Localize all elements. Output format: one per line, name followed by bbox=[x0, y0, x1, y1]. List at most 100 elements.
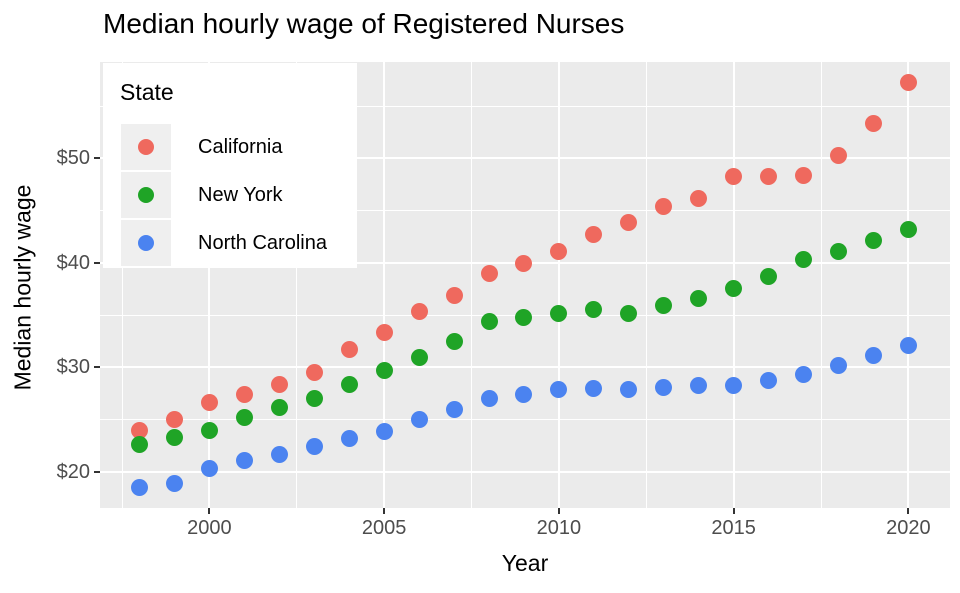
data-point bbox=[480, 390, 498, 408]
y-axis-tick bbox=[94, 261, 100, 264]
data-point bbox=[795, 166, 813, 184]
data-point bbox=[375, 422, 393, 440]
x-axis-tick bbox=[383, 508, 386, 514]
major-gridline-x bbox=[907, 62, 910, 508]
x-axis-tick-label: 2000 bbox=[187, 517, 232, 539]
x-axis-tick bbox=[907, 508, 910, 514]
data-point bbox=[690, 289, 708, 307]
legend-item-label: North Carolina bbox=[198, 231, 327, 254]
legend-item: North Carolina bbox=[121, 219, 327, 267]
y-axis-tick-label: $20 bbox=[56, 460, 90, 483]
data-point bbox=[445, 332, 463, 350]
data-point bbox=[200, 394, 218, 412]
data-point bbox=[864, 232, 882, 250]
data-point bbox=[585, 226, 603, 244]
data-point bbox=[410, 411, 428, 429]
legend-item-label: California bbox=[198, 135, 283, 158]
data-point bbox=[235, 409, 253, 426]
data-point bbox=[340, 429, 358, 447]
x-axis-tick bbox=[732, 508, 735, 514]
x-axis-tick-label: 2015 bbox=[711, 517, 756, 539]
data-point bbox=[340, 341, 358, 359]
legend-key bbox=[121, 124, 171, 170]
data-point bbox=[899, 336, 917, 354]
data-point bbox=[305, 390, 323, 408]
minor-gridline-x bbox=[820, 62, 822, 508]
data-point bbox=[655, 378, 673, 396]
data-point bbox=[270, 398, 288, 416]
data-point bbox=[270, 445, 288, 463]
data-point bbox=[235, 386, 253, 403]
minor-gridline-y bbox=[100, 210, 950, 212]
data-point bbox=[760, 267, 778, 285]
legend-key bbox=[121, 220, 171, 266]
data-point bbox=[130, 436, 148, 454]
data-point bbox=[480, 312, 498, 330]
data-point bbox=[585, 379, 603, 397]
data-point bbox=[515, 308, 533, 326]
y-axis-tick bbox=[94, 366, 100, 369]
data-point bbox=[130, 479, 148, 497]
data-point bbox=[515, 386, 533, 403]
data-point bbox=[165, 411, 183, 429]
data-point bbox=[864, 347, 882, 365]
data-point bbox=[620, 213, 638, 231]
data-point bbox=[725, 376, 743, 394]
data-point bbox=[585, 301, 603, 319]
data-point bbox=[200, 421, 218, 439]
data-point bbox=[690, 376, 708, 394]
data-point bbox=[899, 73, 917, 91]
data-point bbox=[375, 361, 393, 379]
data-point bbox=[690, 189, 708, 207]
data-point bbox=[655, 197, 673, 215]
minor-gridline-x bbox=[121, 62, 123, 508]
minor-gridline-x bbox=[471, 62, 473, 508]
data-point bbox=[445, 286, 463, 304]
data-point bbox=[305, 364, 323, 382]
data-point bbox=[760, 167, 778, 185]
data-point bbox=[830, 356, 847, 374]
data-point bbox=[410, 303, 428, 321]
x-axis-tick-label: 2005 bbox=[361, 517, 407, 539]
x-axis-title: Year bbox=[501, 550, 549, 576]
data-point bbox=[550, 380, 568, 398]
chart-title: Median hourly wage of Registered Nurses bbox=[103, 8, 625, 39]
data-point bbox=[830, 242, 847, 260]
major-gridline-y bbox=[100, 366, 950, 369]
y-axis-tick-label: $40 bbox=[56, 251, 90, 274]
data-point bbox=[550, 242, 568, 260]
data-point bbox=[235, 451, 253, 469]
data-point bbox=[899, 220, 917, 238]
x-axis-tick-label: 2010 bbox=[536, 517, 582, 539]
data-point bbox=[445, 400, 463, 418]
data-point bbox=[340, 375, 358, 393]
data-point bbox=[620, 380, 638, 398]
y-axis-tick-label: $30 bbox=[56, 356, 90, 379]
legend-item: California bbox=[121, 123, 327, 171]
data-point bbox=[725, 280, 743, 298]
legend-dot-icon bbox=[138, 139, 154, 155]
major-gridline-x bbox=[557, 62, 560, 508]
legend: State California New York North Carolina bbox=[103, 63, 357, 268]
data-point bbox=[130, 421, 148, 439]
legend-rows: California New York North Carolina bbox=[121, 123, 327, 267]
data-point bbox=[515, 255, 533, 273]
data-point bbox=[795, 366, 813, 384]
data-point bbox=[830, 146, 847, 164]
data-point bbox=[725, 167, 743, 185]
major-gridline-x bbox=[383, 62, 386, 508]
x-axis-tick bbox=[557, 508, 560, 514]
minor-gridline-y bbox=[100, 105, 950, 107]
legend-dot-icon bbox=[138, 235, 154, 251]
data-point bbox=[305, 438, 323, 456]
data-point bbox=[864, 115, 882, 133]
data-point bbox=[410, 349, 428, 367]
data-point bbox=[375, 324, 393, 342]
minor-gridline-x bbox=[296, 62, 298, 508]
major-gridline-y bbox=[100, 157, 950, 160]
x-axis-tick bbox=[208, 508, 211, 514]
major-gridline-y bbox=[100, 470, 950, 473]
legend-title: State bbox=[120, 79, 174, 105]
x-axis-tick-label: 2020 bbox=[886, 517, 931, 539]
